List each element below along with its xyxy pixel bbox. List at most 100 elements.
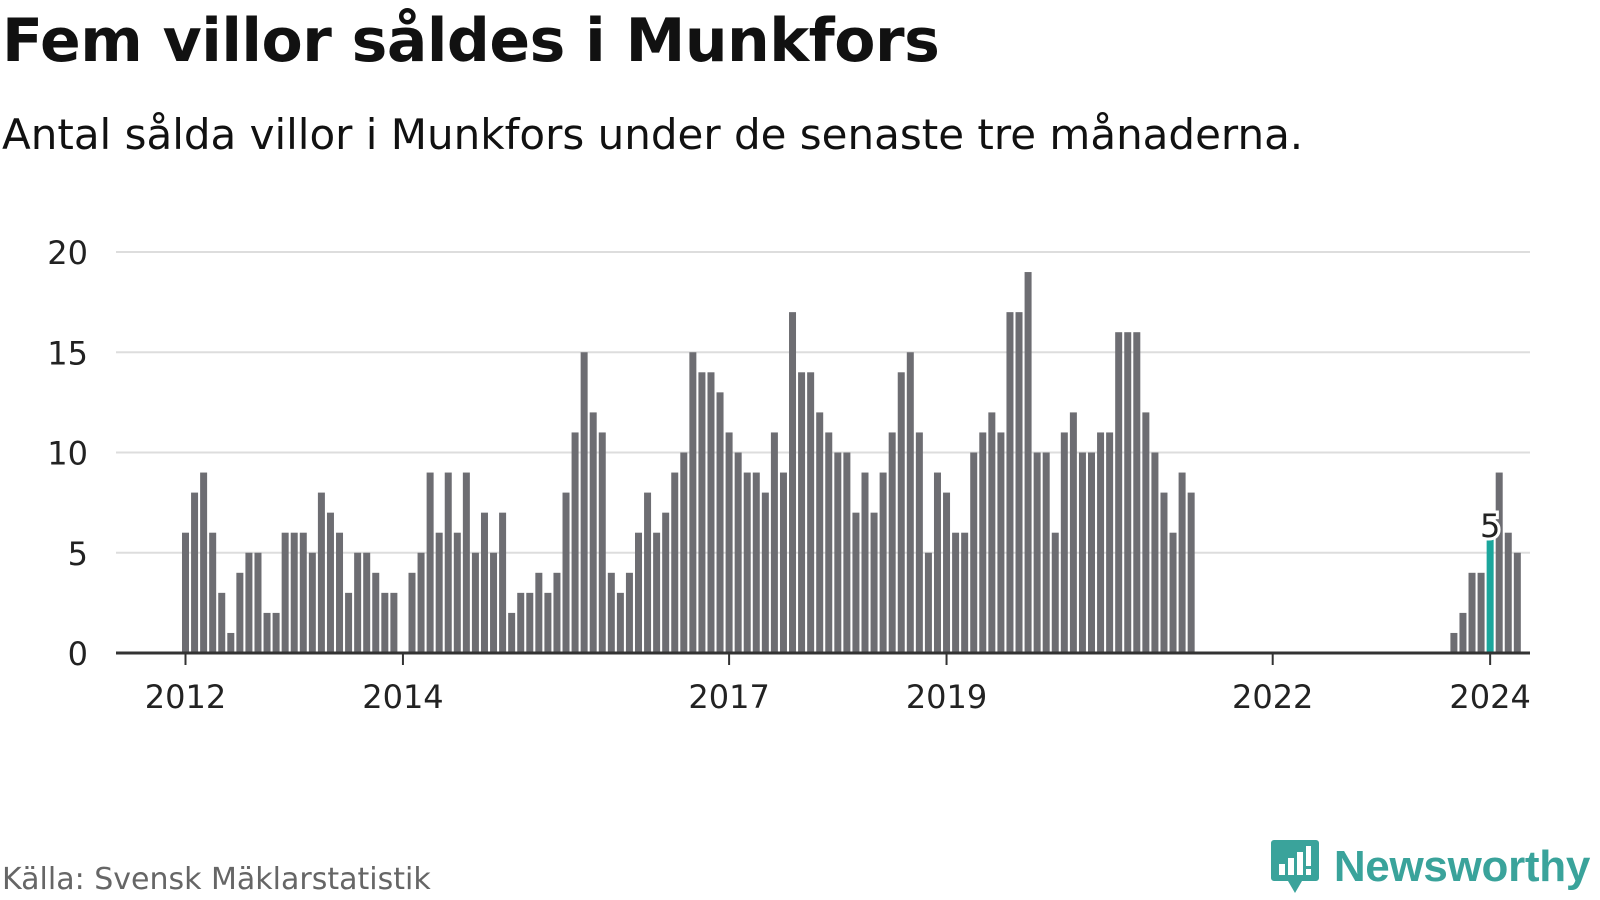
- bar: [671, 472, 679, 653]
- bar: [1115, 332, 1123, 653]
- bar: [1477, 572, 1485, 653]
- bar: [390, 592, 398, 653]
- bar: [1169, 532, 1177, 653]
- x-tick-label: 2017: [688, 678, 769, 716]
- bar: [453, 532, 461, 653]
- bar: [680, 452, 688, 653]
- bar: [952, 532, 960, 653]
- bar: [1124, 332, 1132, 653]
- bar: [1042, 452, 1050, 653]
- newsworthy-logo-icon: [1270, 840, 1319, 893]
- y-axis-labels: 0 5 10 15 20: [47, 234, 88, 673]
- bar: [870, 512, 878, 653]
- bar: [915, 432, 923, 653]
- bar: [653, 532, 661, 653]
- brand-name: Newsworthy: [1333, 842, 1590, 891]
- bar: [707, 372, 715, 653]
- bar: [1106, 432, 1114, 653]
- bar: [562, 492, 570, 653]
- bar: [508, 612, 516, 653]
- bar: [625, 572, 633, 653]
- bar: [852, 512, 860, 653]
- bar: [689, 352, 697, 653]
- y-tick-label: 15: [47, 334, 88, 372]
- bar: [281, 532, 289, 653]
- bar: [408, 572, 416, 653]
- source-note: Källa: Svensk Mäklarstatistik: [2, 862, 431, 897]
- x-axis-labels: 2012 2014 2017 2019 2022 2024: [145, 678, 1531, 716]
- bar: [1051, 532, 1059, 653]
- bar: [191, 492, 199, 653]
- bar: [997, 432, 1005, 653]
- y-tick-label: 5: [68, 535, 88, 573]
- bar: [1033, 452, 1041, 653]
- bar: [752, 472, 760, 653]
- x-tick-label: 2012: [145, 678, 226, 716]
- y-tick-label: 20: [47, 234, 88, 272]
- bar: [227, 632, 235, 653]
- bar: [254, 552, 262, 653]
- brand-logo: Newsworthy: [1270, 838, 1590, 896]
- bar: [571, 432, 579, 653]
- chart-subtitle: Antal sålda villor i Munkfors under de s…: [2, 110, 1304, 159]
- bar: [1069, 412, 1077, 653]
- bar: [1187, 492, 1195, 653]
- bar: [290, 532, 298, 653]
- bar: [734, 452, 742, 653]
- bar: [1495, 472, 1503, 653]
- bar: [644, 492, 652, 653]
- bar: [789, 312, 797, 653]
- bar: [354, 552, 362, 653]
- bar: [1097, 432, 1105, 653]
- bar: [825, 432, 833, 653]
- bar: [662, 512, 670, 653]
- bar: [263, 612, 271, 653]
- bar: [834, 452, 842, 653]
- bar: [816, 412, 824, 653]
- bar: [544, 592, 552, 653]
- bar: [1160, 492, 1168, 653]
- chart-title: Fem villor såldes i Munkfors: [2, 6, 940, 76]
- bar: [716, 392, 724, 653]
- highlight-value-label: 5: [1480, 507, 1500, 545]
- bar: [200, 472, 208, 653]
- bar: [743, 472, 751, 653]
- bar: [616, 592, 624, 653]
- bar: [317, 492, 325, 653]
- x-tick-label: 2022: [1232, 678, 1313, 716]
- bar: [490, 552, 498, 653]
- bar: [906, 352, 914, 653]
- bar: [308, 552, 316, 653]
- bar: [1513, 552, 1521, 653]
- bar: [1504, 532, 1512, 653]
- bar: [236, 572, 244, 653]
- bar: [1178, 472, 1186, 653]
- bar: [272, 612, 280, 653]
- x-tick-label: 2024: [1449, 678, 1530, 716]
- bar: [961, 532, 969, 653]
- bar: [725, 432, 733, 653]
- bar: [1133, 332, 1141, 653]
- bar: [943, 492, 951, 653]
- bar: [1151, 452, 1159, 653]
- bar: [861, 472, 869, 653]
- bar: [299, 532, 307, 653]
- bar: [1088, 452, 1095, 653]
- bar: [761, 492, 769, 653]
- bar: [182, 532, 189, 653]
- bar: [499, 512, 507, 653]
- bar: [589, 412, 597, 653]
- bar: [245, 552, 253, 653]
- annotations: 5: [1477, 504, 1503, 548]
- bar: [979, 432, 987, 653]
- bar: [635, 532, 642, 653]
- bar: [462, 472, 470, 653]
- y-tick-label: 10: [47, 435, 88, 473]
- bar: [888, 432, 896, 653]
- x-tick-label: 2019: [906, 678, 987, 716]
- bar: [444, 472, 452, 653]
- bar: [218, 592, 226, 653]
- bar: [363, 552, 371, 653]
- bar: [535, 572, 543, 653]
- bar: [336, 532, 344, 653]
